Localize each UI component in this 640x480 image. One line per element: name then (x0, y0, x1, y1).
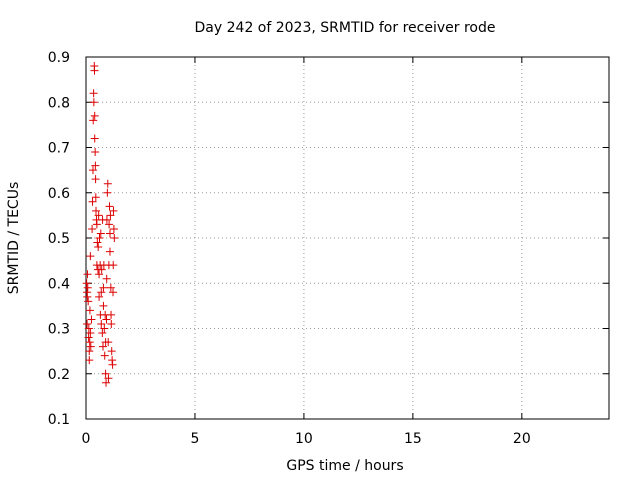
data-point (95, 292, 104, 301)
data-point (84, 333, 93, 342)
data-point (105, 229, 114, 238)
grid (86, 57, 609, 419)
data-point (89, 89, 98, 98)
data-point (105, 247, 114, 256)
data-point (107, 319, 116, 328)
y-tick-label: 0.3 (48, 322, 70, 338)
data-point (102, 215, 111, 224)
data-point (100, 324, 109, 333)
data-point (103, 179, 112, 188)
data-point (86, 329, 95, 338)
data-point (83, 270, 92, 279)
data-point (106, 211, 115, 220)
data-point (92, 206, 101, 215)
data-point (83, 319, 92, 328)
y-tick-label: 0.2 (48, 367, 70, 383)
data-point (90, 134, 99, 143)
data-point (97, 319, 106, 328)
data-point (108, 360, 117, 369)
x-tick-label: 20 (513, 431, 531, 447)
data-point (95, 234, 104, 242)
data-point (105, 202, 114, 211)
data-point (93, 238, 102, 247)
y-tick-label: 0.7 (48, 141, 70, 157)
data-point (96, 229, 105, 238)
y-tick-label: 0.5 (48, 231, 70, 247)
data-point (87, 315, 96, 324)
data-point (84, 324, 93, 333)
data-point (109, 288, 118, 297)
x-tick-label: 5 (190, 431, 199, 447)
data-point (107, 310, 116, 319)
data-point (100, 351, 109, 360)
data-point (94, 211, 103, 220)
data-point (83, 292, 92, 301)
data-point (109, 261, 118, 270)
data-points (82, 62, 119, 387)
data-point (92, 220, 101, 229)
chart-title: Day 242 of 2023, SRMTID for receiver rod… (195, 20, 496, 36)
y-tick-label: 0.6 (48, 186, 70, 202)
data-point (102, 274, 111, 283)
data-point (91, 193, 100, 202)
data-point (86, 252, 95, 261)
y-tick-label: 0.4 (48, 276, 70, 292)
data-point (83, 283, 92, 292)
data-point (98, 329, 107, 338)
data-point (88, 224, 97, 233)
data-point (85, 356, 94, 365)
data-point (95, 270, 104, 279)
data-point (101, 369, 110, 378)
data-point (109, 224, 118, 233)
x-tick-label: 10 (295, 431, 313, 447)
data-point (90, 66, 99, 75)
data-point (85, 338, 94, 347)
data-point (91, 148, 100, 157)
data-point (98, 342, 107, 351)
data-point (109, 206, 118, 215)
data-point (102, 315, 111, 324)
data-point (105, 220, 114, 229)
y-tick-label: 0.1 (48, 412, 70, 428)
data-point (86, 342, 95, 351)
data-point (94, 243, 103, 252)
x-tick-label: 0 (82, 431, 91, 447)
data-point (84, 297, 93, 306)
data-point (104, 374, 113, 383)
data-point (97, 265, 106, 274)
data-point (103, 188, 112, 197)
data-point (90, 111, 99, 120)
y-tick-label: 0.8 (48, 95, 70, 111)
data-point (82, 279, 91, 288)
axis-ticks: 0 5 10 15 20 0.1 0.2 0.3 0.4 0.5 0.6 0.7 0.8 0.9 (48, 50, 609, 447)
x-axis-label: GPS time / hours (286, 458, 403, 474)
data-point (110, 234, 119, 242)
data-point (97, 288, 106, 297)
data-point (102, 378, 111, 387)
data-point (107, 347, 116, 356)
data-point (99, 283, 108, 292)
data-point (106, 283, 115, 292)
x-tick-label: 15 (404, 431, 422, 447)
data-point (89, 98, 98, 107)
data-point (91, 161, 100, 170)
data-point (91, 175, 100, 184)
data-point (104, 338, 113, 347)
data-point (85, 347, 94, 356)
data-point (85, 306, 94, 315)
data-point (89, 116, 98, 125)
data-point (99, 301, 108, 310)
data-point (88, 197, 97, 206)
y-axis-label: SRMTID / TECUs (6, 182, 22, 295)
y-tick-label: 0.9 (48, 50, 70, 66)
data-point (88, 166, 97, 175)
